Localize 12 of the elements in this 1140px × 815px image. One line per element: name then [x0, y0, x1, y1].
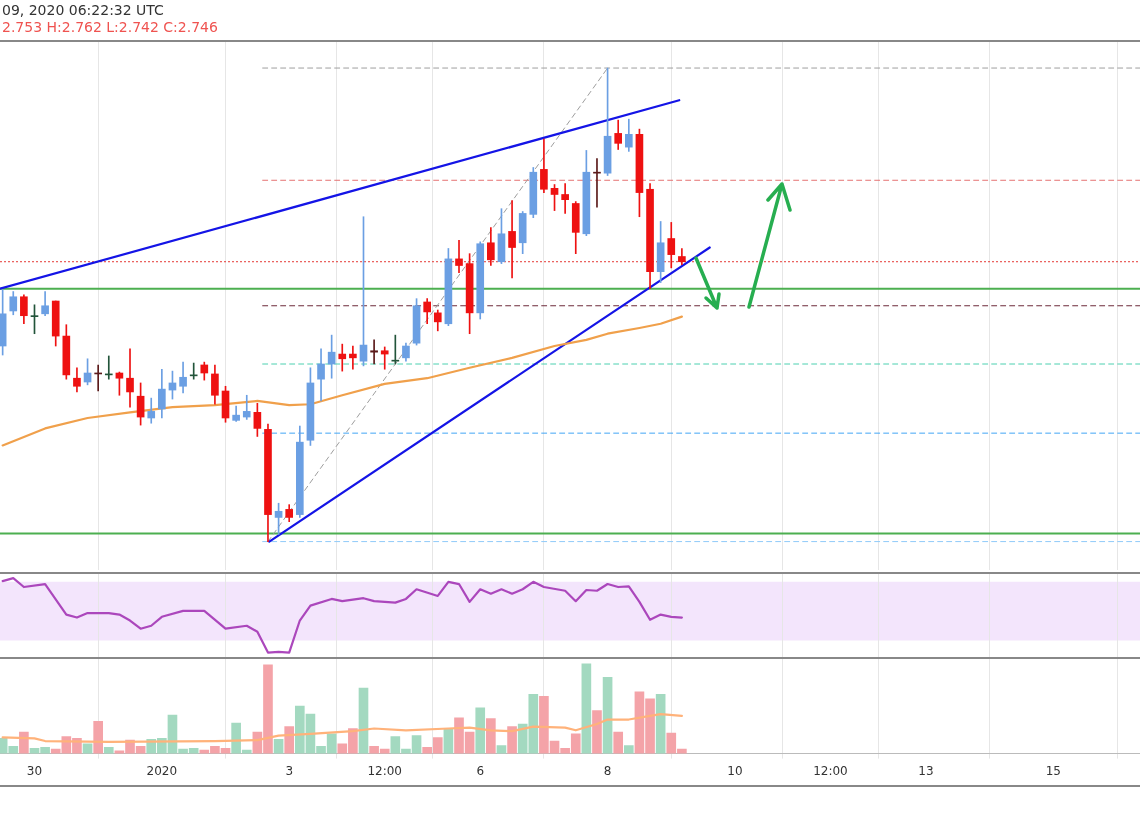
- x-tick-label: 12:00: [367, 763, 403, 778]
- x-tick-label: 10: [727, 763, 743, 778]
- x-tick-label: 12:00: [813, 763, 848, 778]
- x-tick-label: 8: [603, 763, 612, 778]
- x-tick-label: 13: [918, 763, 934, 778]
- chart-subtitle: 2.753 H:2.762 L:2.742 C:2.746: [2, 19, 218, 35]
- x-tick-label: 15: [1045, 763, 1061, 778]
- x-tick-label: 3: [285, 763, 294, 778]
- chart-title: 09, 2020 06:22:32 UTC: [2, 2, 164, 18]
- x-tick-label: 2020: [146, 763, 178, 778]
- x-tick-label: 6: [476, 763, 485, 778]
- x-tick-label: 30: [26, 763, 43, 778]
